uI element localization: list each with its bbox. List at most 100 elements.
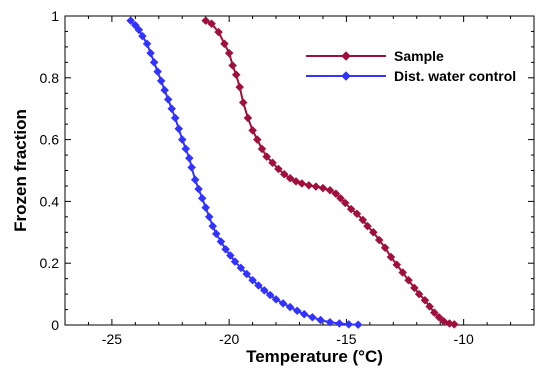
y-tick-label: 0 bbox=[51, 317, 59, 333]
data-point bbox=[216, 237, 226, 246]
data-point bbox=[236, 263, 246, 273]
data-point bbox=[248, 125, 257, 135]
data-point bbox=[221, 244, 230, 254]
data-point bbox=[177, 135, 187, 144]
legend-label: Sample bbox=[394, 48, 444, 64]
data-point bbox=[243, 113, 253, 123]
data-point bbox=[254, 281, 263, 290]
data-point bbox=[231, 70, 241, 80]
data-point bbox=[363, 221, 372, 231]
data-point bbox=[257, 144, 267, 154]
y-tick-label: 0.6 bbox=[40, 132, 60, 148]
y-tick-label: 0.4 bbox=[40, 193, 60, 209]
axes: -25 -20 -15 -10 0 0.2 0.4 0.6 0.8 1 bbox=[40, 8, 535, 347]
data-point bbox=[268, 158, 277, 168]
data-point bbox=[374, 235, 384, 245]
data-point bbox=[170, 113, 180, 123]
data-point bbox=[235, 82, 245, 92]
data-point bbox=[274, 164, 283, 174]
data-point bbox=[265, 290, 275, 300]
data-point bbox=[259, 286, 269, 295]
legend-label: Dist. water control bbox=[394, 68, 516, 84]
data-point bbox=[398, 268, 408, 277]
data-point bbox=[353, 320, 363, 330]
data-point bbox=[134, 25, 144, 35]
data-point bbox=[204, 212, 214, 222]
data-point bbox=[194, 184, 204, 194]
data-point bbox=[311, 182, 321, 191]
data-point bbox=[207, 19, 216, 29]
data-point bbox=[184, 153, 194, 163]
data-point bbox=[252, 135, 262, 144]
data-point bbox=[167, 104, 177, 114]
data-point bbox=[449, 320, 459, 329]
data-point bbox=[163, 95, 173, 104]
x-axis-title: Temperature (°C) bbox=[246, 347, 383, 366]
y-axis-title: Frozen fraction bbox=[11, 109, 30, 232]
data-point bbox=[285, 302, 295, 312]
data-point bbox=[201, 16, 211, 25]
data-point bbox=[414, 289, 424, 299]
data-point bbox=[208, 221, 218, 231]
data-point bbox=[285, 173, 295, 183]
data-point bbox=[325, 185, 335, 195]
data-point bbox=[291, 176, 301, 186]
data-point bbox=[146, 48, 155, 58]
y-tick-label: 0.2 bbox=[40, 255, 60, 271]
data-point bbox=[174, 124, 184, 134]
data-point bbox=[299, 309, 309, 319]
y-tick-label: 1 bbox=[51, 8, 59, 24]
legend-swatch-marker bbox=[341, 51, 351, 61]
x-tick-label: -15 bbox=[336, 331, 356, 347]
data-point bbox=[238, 98, 248, 107]
data-point bbox=[228, 61, 238, 70]
data-point bbox=[369, 227, 378, 237]
data-point bbox=[429, 308, 439, 317]
data-point bbox=[434, 312, 444, 322]
series-layer bbox=[126, 16, 459, 330]
data-point bbox=[335, 319, 344, 328]
x-tick-label: -20 bbox=[219, 331, 239, 347]
data-point bbox=[230, 257, 240, 267]
data-point bbox=[336, 193, 345, 203]
data-point bbox=[126, 16, 136, 25]
data-point bbox=[358, 215, 368, 225]
data-point bbox=[160, 85, 170, 95]
series-line bbox=[129, 19, 359, 326]
x-tick-label: -25 bbox=[102, 331, 122, 347]
data-point bbox=[138, 31, 147, 41]
data-point bbox=[242, 269, 252, 279]
data-point bbox=[425, 302, 435, 311]
data-point bbox=[181, 144, 191, 154]
data-point bbox=[225, 251, 235, 260]
data-point bbox=[153, 67, 162, 76]
data-point bbox=[149, 57, 159, 67]
data-point bbox=[420, 295, 430, 305]
data-point bbox=[340, 198, 350, 208]
data-point bbox=[279, 169, 289, 179]
data-point bbox=[316, 315, 325, 325]
data-point bbox=[214, 27, 223, 37]
legend: Sample Dist. water control bbox=[306, 48, 516, 84]
series-line bbox=[205, 19, 455, 326]
data-point bbox=[331, 189, 341, 199]
data-point bbox=[346, 204, 356, 214]
data-point bbox=[318, 183, 328, 193]
data-point bbox=[404, 275, 413, 285]
data-point bbox=[262, 152, 272, 161]
data-point bbox=[220, 39, 229, 49]
data-point bbox=[190, 175, 200, 185]
data-point bbox=[380, 243, 390, 253]
data-point bbox=[248, 275, 257, 285]
data-point bbox=[187, 163, 196, 172]
data-point bbox=[201, 203, 211, 212]
plot-frame bbox=[64, 15, 535, 326]
data-point bbox=[392, 260, 402, 270]
data-point bbox=[278, 299, 288, 308]
data-point bbox=[308, 312, 317, 322]
data-point bbox=[304, 180, 314, 190]
legend-swatch-marker bbox=[341, 71, 351, 81]
y-tick-label: 0.8 bbox=[40, 70, 60, 86]
data-point bbox=[197, 193, 207, 203]
